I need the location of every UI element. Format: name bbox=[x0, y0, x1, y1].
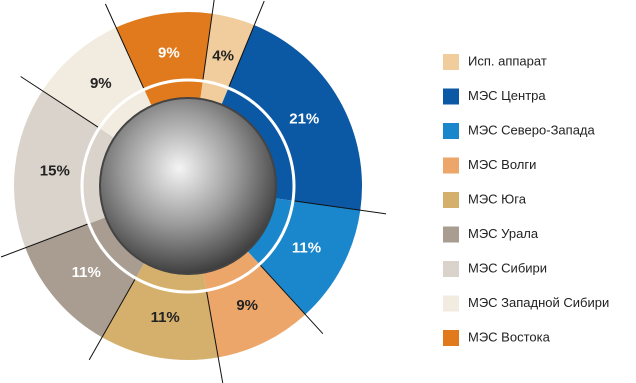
donut-segment bbox=[116, 12, 213, 106]
data-label: 9% bbox=[158, 44, 180, 61]
donut-segment bbox=[247, 198, 361, 315]
data-label: 11% bbox=[151, 309, 180, 326]
legend-swatch bbox=[443, 226, 459, 243]
metal-disk bbox=[99, 97, 277, 275]
separator bbox=[292, 200, 387, 215]
legend-swatch bbox=[443, 330, 459, 346]
legend-label: МЭС Волги bbox=[468, 157, 536, 172]
data-label: 11% bbox=[72, 264, 101, 281]
donut-segment bbox=[221, 25, 362, 211]
separator bbox=[259, 263, 324, 335]
legend-label: МЭС Урала bbox=[468, 226, 539, 241]
donut-segment bbox=[25, 217, 145, 338]
donut-segment bbox=[42, 27, 152, 138]
legend-swatch bbox=[443, 192, 459, 208]
legend-swatch bbox=[443, 88, 459, 105]
legend-swatch bbox=[443, 295, 459, 312]
legend-label: Исп. аппарат bbox=[468, 53, 547, 68]
separator bbox=[202, 0, 215, 82]
legend-swatch bbox=[443, 157, 459, 174]
legend-label: МЭС Центра bbox=[468, 88, 546, 103]
donut-segment bbox=[14, 90, 115, 248]
separator bbox=[205, 290, 224, 383]
legend-label: МЭС Востока bbox=[468, 329, 551, 344]
white-ring bbox=[80, 78, 296, 294]
data-label: 11% bbox=[292, 239, 321, 256]
separator bbox=[88, 277, 137, 361]
separator bbox=[0, 223, 90, 258]
separator bbox=[104, 3, 145, 90]
donut-segment bbox=[203, 250, 306, 358]
legend-label: МЭС Сибири bbox=[468, 260, 547, 275]
data-label: 9% bbox=[90, 75, 112, 92]
data-label: 15% bbox=[40, 162, 70, 179]
legend-label: МЭС Северо-Запада bbox=[468, 122, 596, 137]
legend-swatch bbox=[443, 261, 459, 277]
legend-label: МЭС Юга bbox=[468, 191, 527, 206]
legend-swatch bbox=[443, 54, 459, 70]
separator bbox=[20, 76, 100, 129]
legend-label: МЭС Западной Сибири bbox=[468, 295, 609, 310]
legend-swatch bbox=[443, 123, 459, 139]
data-label: 21% bbox=[289, 110, 319, 127]
data-label: 9% bbox=[236, 297, 258, 314]
separator bbox=[227, 0, 265, 89]
data-label: 4% bbox=[212, 48, 234, 65]
